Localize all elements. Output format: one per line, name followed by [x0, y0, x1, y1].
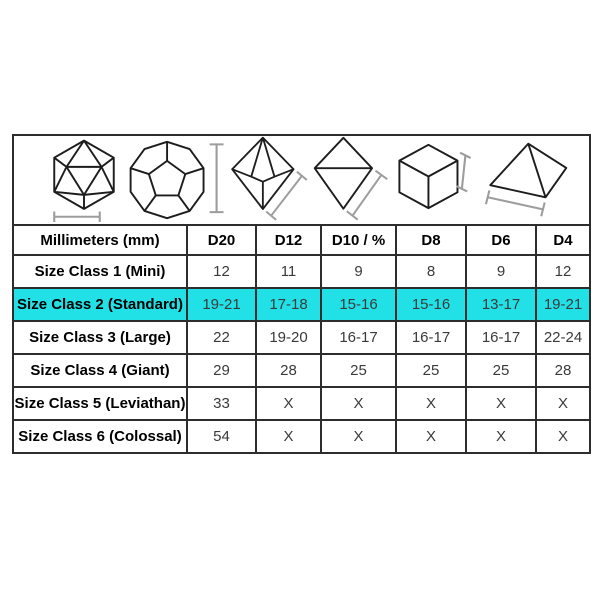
d6-die-icon [398, 143, 472, 210]
column-header-d4: D4 [534, 224, 592, 256]
d4-edge-measure-line [484, 190, 546, 217]
row-label: Size Class 5 (Leviathan) [12, 386, 188, 421]
column-header-d8: D8 [395, 224, 467, 256]
size-cell: 16-17 [465, 320, 537, 355]
d20-width-measure-line [53, 211, 101, 222]
d12-die-icon [129, 140, 224, 220]
table-row-size-class-4: Size Class 4 (Giant) 29 28 25 25 25 28 [12, 353, 592, 388]
dice-size-table: Millimeters (mm) D20 D12 D10 / % D8 D6 D… [11, 134, 592, 454]
size-cell: 15-16 [320, 287, 397, 322]
size-cell: X [255, 386, 322, 421]
row-label: Size Class 3 (Large) [12, 320, 188, 355]
size-cell: X [395, 419, 467, 454]
size-cell: 54 [186, 419, 257, 454]
d4-die-icon [484, 142, 568, 217]
d8-edge-measure-line [345, 169, 388, 221]
size-cell: 12 [186, 254, 257, 289]
size-cell: 25 [320, 353, 397, 388]
size-cell: 29 [186, 353, 257, 388]
corner-header-millimeters: Millimeters (mm) [12, 224, 188, 256]
row-label: Size Class 2 (Standard) [12, 287, 188, 322]
size-cell: 19-21 [534, 287, 592, 322]
table-row-size-class-2-highlighted: Size Class 2 (Standard) 19-21 17-18 15-1… [12, 287, 592, 322]
size-cell: 9 [320, 254, 397, 289]
size-cell: 15-16 [395, 287, 467, 322]
size-cell: X [255, 419, 322, 454]
column-header-d20: D20 [186, 224, 257, 256]
size-cell: 13-17 [465, 287, 537, 322]
size-cell: X [465, 386, 537, 421]
d10-die-icon [231, 137, 308, 221]
table-row-size-class-1: Size Class 1 (Mini) 12 11 9 8 9 12 [12, 254, 592, 289]
dice-icons-row [11, 134, 592, 226]
table-header-row: Millimeters (mm) D20 D12 D10 / % D8 D6 D… [12, 224, 592, 256]
dice-icon-strip [15, 137, 588, 223]
size-cell: 12 [534, 254, 592, 289]
d6-height-measure-line [456, 151, 472, 193]
column-header-d10: D10 / % [320, 224, 397, 256]
size-cell: 33 [186, 386, 257, 421]
size-cell: 25 [465, 353, 537, 388]
d20-die-icon [53, 139, 115, 222]
size-cell: 19-21 [186, 287, 257, 322]
size-cell: X [395, 386, 467, 421]
row-label: Size Class 4 (Giant) [12, 353, 188, 388]
size-cell: X [465, 419, 537, 454]
size-cell: X [534, 386, 592, 421]
size-cell: 11 [255, 254, 322, 289]
size-cell: X [534, 419, 592, 454]
row-label: Size Class 1 (Mini) [12, 254, 188, 289]
size-cell: X [320, 419, 397, 454]
size-cell: 8 [395, 254, 467, 289]
table-row-size-class-3: Size Class 3 (Large) 22 19-20 16-17 16-1… [12, 320, 592, 355]
column-header-d12: D12 [255, 224, 322, 256]
size-cell: 16-17 [320, 320, 397, 355]
row-label: Size Class 6 (Colossal) [12, 419, 188, 454]
size-cell: 22-24 [534, 320, 592, 355]
size-cell: 9 [465, 254, 537, 289]
table-row-size-class-6: Size Class 6 (Colossal) 54 X X X X X [12, 419, 592, 454]
size-cell: 17-18 [255, 287, 322, 322]
size-cell: 22 [186, 320, 257, 355]
d12-height-measure-line [209, 143, 224, 214]
column-header-d6: D6 [465, 224, 537, 256]
size-cell: 28 [534, 353, 592, 388]
size-cell: 25 [395, 353, 467, 388]
size-cell: X [320, 386, 397, 421]
size-cell: 28 [255, 353, 322, 388]
table-row-size-class-5: Size Class 5 (Leviathan) 33 X X X X X [12, 386, 592, 421]
size-cell: 16-17 [395, 320, 467, 355]
d10-edge-measure-line [265, 170, 308, 221]
size-cell: 19-20 [255, 320, 322, 355]
d8-die-icon [313, 137, 388, 221]
